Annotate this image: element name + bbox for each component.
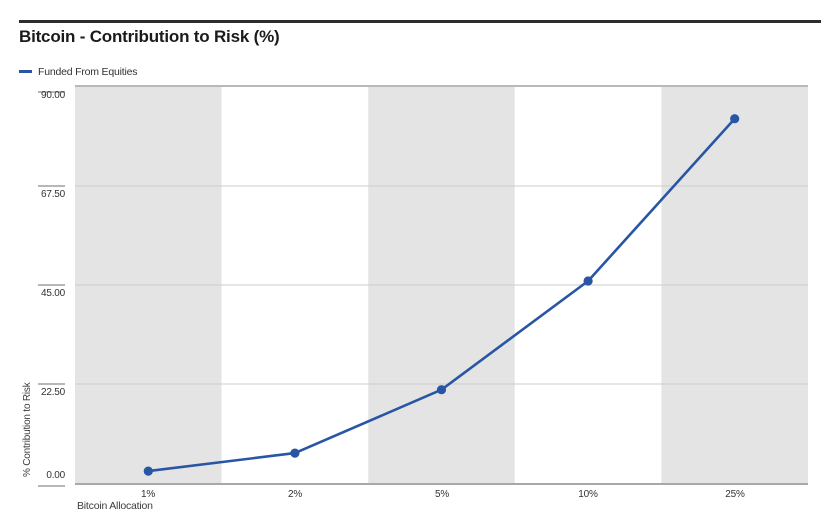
x-tick-label: 10% — [578, 489, 598, 500]
y-tick-label: 90.00 — [40, 90, 65, 101]
legend-line-marker-icon — [19, 70, 32, 73]
x-tick-label: 5% — [434, 489, 450, 500]
data-point — [583, 276, 593, 286]
y-tick-label: 22.50 — [40, 387, 65, 398]
y-axis-title: % Contribution to Risk — [22, 382, 33, 477]
plot-top-border — [75, 85, 808, 87]
y-tick-label: 67.50 — [40, 189, 65, 200]
y-tick-label: 0.00 — [46, 470, 65, 481]
x-axis-title: Bitcoin Allocation — [77, 500, 153, 512]
x-tick-label: 25% — [725, 489, 745, 500]
data-point — [143, 466, 153, 476]
title-rule — [19, 20, 821, 23]
data-point — [290, 448, 300, 458]
x-axis-line — [75, 483, 808, 485]
data-point — [730, 114, 740, 124]
x-tick-label: 2% — [287, 489, 303, 500]
legend-item-label: Funded From Equities — [38, 65, 138, 78]
page-title: Bitcoin - Contribution to Risk (%) — [19, 27, 280, 46]
y-tick-label: 45.00 — [40, 288, 65, 299]
legend: Funded From Equities — [19, 65, 138, 78]
data-point — [436, 385, 447, 395]
x-tick-label: 1% — [140, 489, 156, 500]
